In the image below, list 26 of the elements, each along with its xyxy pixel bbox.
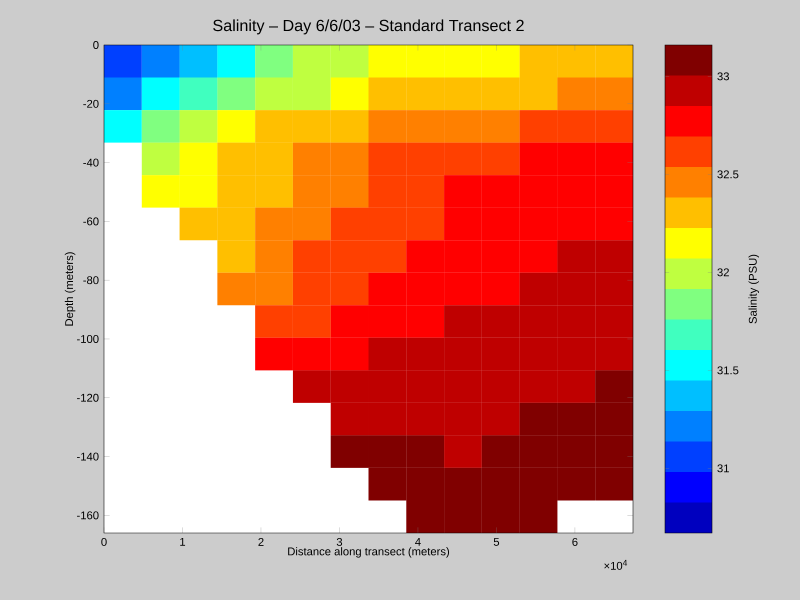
color-bar-label: 33 bbox=[717, 72, 729, 80]
x-tick-label: 5 bbox=[494, 538, 500, 546]
y-tick-label: -120 bbox=[77, 394, 99, 402]
x-tick-label: 3 bbox=[336, 538, 342, 546]
x-tick-label: 6 bbox=[572, 538, 578, 546]
color-bar-label: 31.5 bbox=[717, 366, 738, 374]
y-tick-label: -140 bbox=[77, 452, 99, 461]
y-tick-label: -20 bbox=[83, 100, 99, 108]
x-tick-label: 4 bbox=[415, 538, 421, 546]
color-bar-title: Salinity (PSU) bbox=[748, 254, 760, 324]
y-tick-label: 0 bbox=[93, 41, 99, 49]
y-tick-label: -100 bbox=[77, 334, 99, 343]
color-bar-label: 31 bbox=[717, 464, 729, 472]
text: ×10$^{4}$ bbox=[604, 560, 628, 570]
x-tick-label: 0 bbox=[101, 538, 107, 546]
color-bar-label: 32 bbox=[717, 268, 729, 276]
y-tick-label: -60 bbox=[83, 217, 99, 226]
x-axis-title: Distance along transect (meters) bbox=[288, 547, 450, 558]
x-tick-label: 2 bbox=[258, 538, 264, 546]
y-tick-label: -160 bbox=[77, 511, 99, 520]
x-tick-label: 1 bbox=[180, 538, 186, 546]
y-tick-label: -80 bbox=[83, 276, 99, 284]
color-bar-label: 32.5 bbox=[717, 170, 738, 178]
chart-title: Salinity – Day 6/6/03 – Standard Transect 2 bbox=[213, 19, 524, 34]
y-axis-title: Depth (meters) bbox=[64, 252, 76, 326]
y-tick-label: -40 bbox=[83, 158, 99, 167]
